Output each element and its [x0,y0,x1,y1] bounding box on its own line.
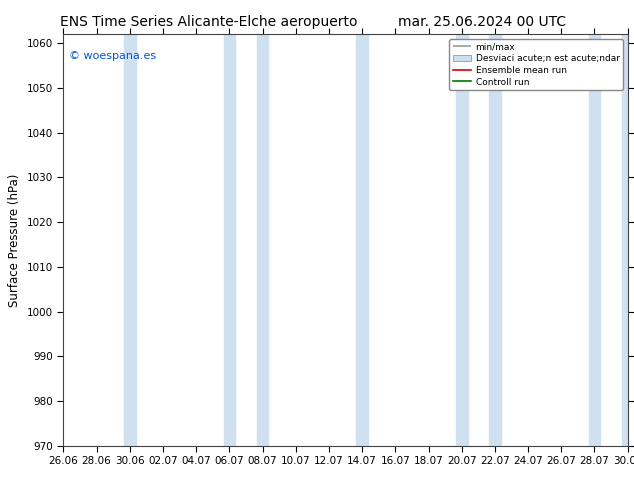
Bar [124,34,136,446]
Text: mar. 25.06.2024 00 UTC: mar. 25.06.2024 00 UTC [398,15,566,29]
Title: ENS Time Series Alicante-Elche aeropuerto    mar. 25.06.2024 00 UTC: ENS Time Series Alicante-Elche aeropuert… [0,489,1,490]
Text: ENS Time Series Alicante-Elche aeropuerto: ENS Time Series Alicante-Elche aeropuert… [60,15,358,29]
Bar [257,34,268,446]
Text: © woespana.es: © woespana.es [69,51,156,61]
Bar [622,34,633,446]
Bar [456,34,467,446]
Bar [588,34,600,446]
Bar [224,34,235,446]
Legend: min/max, Desviaci acute;n est acute;ndar, Ensemble mean run, Controll run: min/max, Desviaci acute;n est acute;ndar… [450,39,623,90]
Bar [489,34,501,446]
Y-axis label: Surface Pressure (hPa): Surface Pressure (hPa) [8,173,21,307]
Bar [356,34,368,446]
